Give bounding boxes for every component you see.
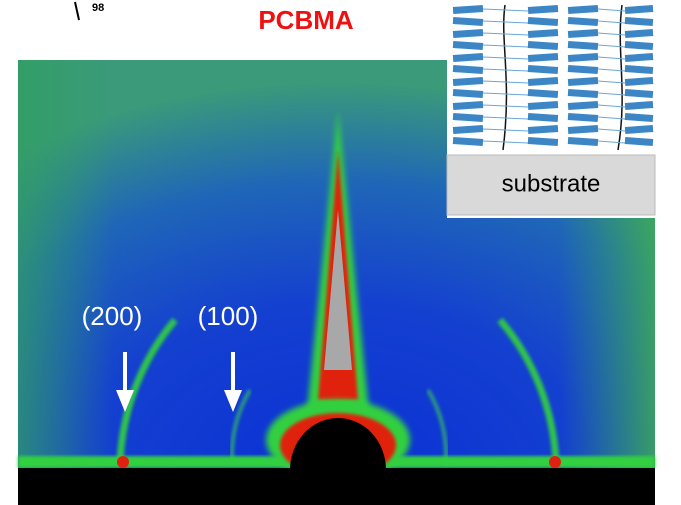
inset: substrate: [447, 0, 655, 218]
page: (200) (100) PCBMA 98 substrate (() => { …: [0, 0, 681, 505]
title: PCBMA: [258, 5, 354, 35]
corner-label: 98: [92, 2, 104, 14]
peak-label: (100): [198, 301, 259, 331]
figure: (200) (100) PCBMA 98 substrate: [0, 0, 681, 505]
corner-stroke: [75, 2, 79, 20]
peak-label: (200): [82, 301, 143, 331]
substrate-label: substrate: [502, 170, 601, 197]
